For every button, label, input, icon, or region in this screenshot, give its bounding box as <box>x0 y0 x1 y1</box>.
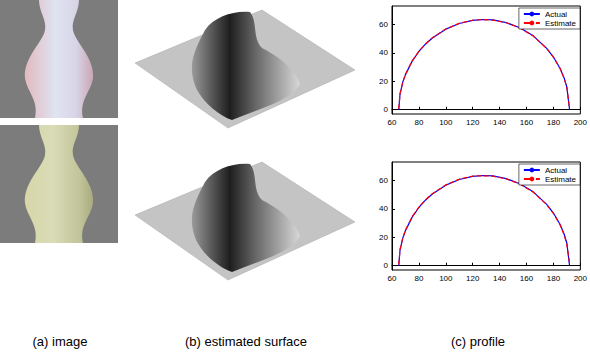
svg-text:160: 160 <box>520 274 534 283</box>
svg-text:20: 20 <box>379 233 388 242</box>
svg-text:60: 60 <box>388 118 397 127</box>
svg-text:Estimate: Estimate <box>545 19 577 28</box>
svg-text:60: 60 <box>388 274 397 283</box>
svg-text:200: 200 <box>574 118 588 127</box>
svg-text:100: 100 <box>439 118 453 127</box>
svg-text:80: 80 <box>414 118 423 127</box>
svg-text:100: 100 <box>439 274 453 283</box>
svg-text:140: 140 <box>493 118 507 127</box>
html-text:(c) profile: (c) profile <box>450 334 506 349</box>
svg-text:180: 180 <box>547 274 561 283</box>
svg-text:40: 40 <box>379 48 388 57</box>
svg-text:200: 200 <box>574 274 588 283</box>
svg-text:180: 180 <box>547 118 561 127</box>
svg-text:60: 60 <box>379 176 388 185</box>
html-text:(b) estimated surface: (b) estimated surface <box>184 334 308 349</box>
svg-text:Actual: Actual <box>545 166 567 175</box>
svg-text:140: 140 <box>493 274 507 283</box>
html-text:(a) image: (a) image <box>32 334 88 349</box>
svg-text:60: 60 <box>379 20 388 29</box>
svg-text:0: 0 <box>384 261 389 270</box>
svg-text:40: 40 <box>379 204 388 213</box>
svg-text:20: 20 <box>379 77 388 86</box>
svg-text:160: 160 <box>520 118 534 127</box>
svg-text:Estimate: Estimate <box>545 175 577 184</box>
svg-text:120: 120 <box>466 274 480 283</box>
svg-text:80: 80 <box>414 274 423 283</box>
svg-text:0: 0 <box>384 105 389 114</box>
svg-text:120: 120 <box>466 118 480 127</box>
svg-text:Actual: Actual <box>545 10 567 19</box>
